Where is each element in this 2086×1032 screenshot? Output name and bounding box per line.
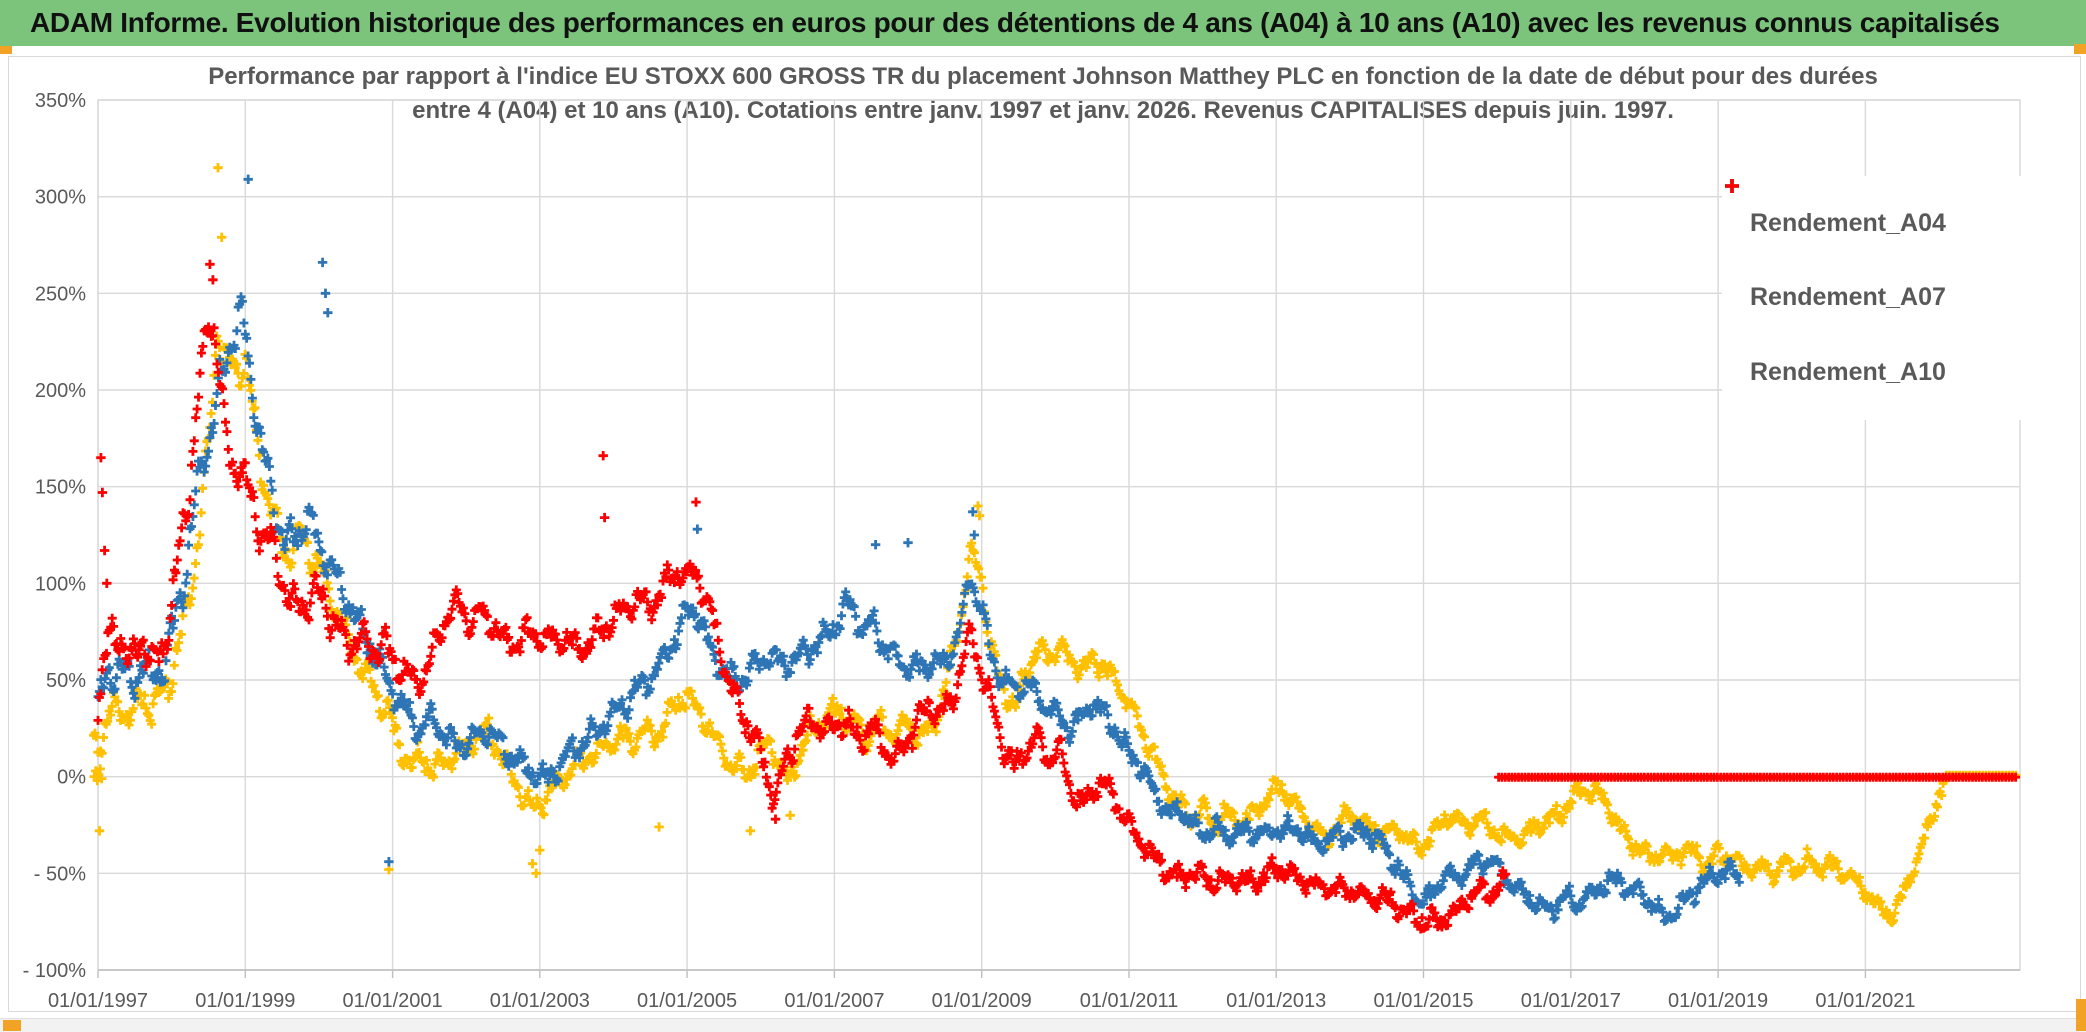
x-axis-tick-label: 01/01/2005	[637, 990, 737, 1012]
legend-label-a04: Rendement_A04	[1750, 208, 1946, 237]
bottom-strip	[0, 1018, 2086, 1032]
chart-title-line-2: entre 4 (A04) et 10 ans (A10). Cotations…	[412, 97, 1674, 124]
x-axis-tick-label: 01/01/2017	[1521, 990, 1621, 1012]
y-axis-tick-label: 250%	[35, 283, 86, 305]
y-axis-tick-label: 300%	[35, 187, 86, 209]
legend-item-a07[interactable]: Rendement_A07	[1722, 179, 2080, 312]
x-axis-tick-label: 01/01/2013	[1226, 990, 1326, 1012]
chart-title-line-1: Performance par rapport à l'indice EU ST…	[208, 63, 1878, 90]
x-axis-tick-label: 01/01/1999	[195, 990, 295, 1012]
y-axis-tick-label: - 100%	[23, 960, 87, 982]
x-axis-tick-label: 01/01/2021	[1815, 990, 1915, 1012]
x-axis-tick-label: 01/01/2019	[1668, 990, 1768, 1012]
series-markers-rendement_a04	[89, 163, 1949, 928]
y-axis-tick-label: 150%	[35, 477, 86, 499]
legend-label-a07: Rendement_A07	[1750, 283, 1946, 312]
accent-mark-bottom-left	[3, 1020, 21, 1031]
series-markers-rendement_a07	[93, 174, 1744, 926]
sheet-title-bar: ADAM Informe. Evolution historique des p…	[0, 0, 2086, 46]
legend-item-a10[interactable]: Rendement_A10	[1722, 179, 2080, 387]
y-axis-tick-label: - 50%	[34, 863, 86, 885]
accent-mark-top-left	[0, 46, 12, 54]
y-axis-tick-label: 50%	[46, 670, 86, 692]
y-axis-tick-label: 350%	[35, 90, 86, 112]
plus-marker-icon	[1725, 179, 1739, 193]
legend-label-a10: Rendement_A10	[1750, 358, 1946, 387]
x-axis-tick-label: 01/01/1997	[48, 990, 148, 1012]
y-axis-tick-label: 100%	[35, 573, 86, 595]
accent-mark-bottom-right	[2076, 999, 2086, 1031]
legend-item-a04[interactable]: Rendement_A04	[1722, 179, 2080, 238]
series-markers-rendement_a10	[93, 259, 1511, 934]
x-axis-tick-label: 01/01/2011	[1080, 990, 1179, 1012]
y-axis-tick-label: 0%	[57, 767, 86, 789]
chart-legend: Rendement_A04 Rendement_A07 Rendement_A1…	[1722, 176, 2080, 420]
x-axis-tick-label: 01/01/2003	[490, 990, 590, 1012]
sheet-title: ADAM Informe. Evolution historique des p…	[30, 7, 2000, 38]
x-axis-tick-label: 01/01/2001	[343, 990, 443, 1012]
accent-mark-top-right	[2074, 44, 2086, 54]
zero-line-markers-rendement_a10	[1494, 772, 2021, 782]
x-axis-tick-label: 01/01/2009	[932, 990, 1032, 1012]
x-axis-tick-label: 01/01/2015	[1373, 990, 1473, 1012]
chart-title: Performance par rapport à l'indice EU ST…	[0, 60, 2086, 128]
y-axis-tick-label: 200%	[35, 380, 86, 402]
x-axis-tick-label: 01/01/2007	[784, 990, 884, 1012]
